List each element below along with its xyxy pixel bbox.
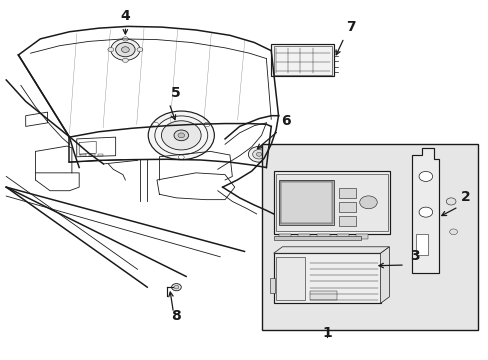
Bar: [276, 174, 387, 231]
Text: 4: 4: [120, 9, 130, 23]
Bar: [89, 154, 95, 156]
Circle shape: [111, 39, 140, 60]
Bar: [269, 278, 274, 293]
Circle shape: [137, 48, 142, 52]
Bar: [317, 234, 329, 239]
Circle shape: [122, 58, 128, 63]
Text: 6: 6: [281, 114, 290, 128]
Text: 5: 5: [170, 86, 180, 100]
Circle shape: [122, 37, 128, 41]
Text: 7: 7: [346, 20, 355, 34]
Text: 2: 2: [460, 190, 469, 204]
Circle shape: [203, 122, 209, 127]
Bar: [356, 234, 368, 239]
Bar: [339, 216, 356, 226]
Bar: [339, 188, 356, 198]
Circle shape: [161, 121, 201, 150]
Circle shape: [446, 198, 455, 205]
Bar: [336, 234, 348, 239]
Text: 3: 3: [409, 249, 419, 263]
Circle shape: [178, 155, 184, 159]
Circle shape: [174, 130, 188, 141]
Bar: [276, 257, 305, 300]
Bar: [273, 46, 331, 75]
Bar: [297, 234, 309, 239]
Circle shape: [121, 47, 129, 53]
Bar: [415, 234, 427, 255]
Polygon shape: [411, 148, 438, 273]
Bar: [273, 253, 380, 303]
Circle shape: [171, 284, 181, 291]
Bar: [281, 182, 331, 222]
Circle shape: [449, 229, 457, 235]
Circle shape: [418, 171, 432, 181]
Circle shape: [248, 147, 269, 162]
Bar: [273, 237, 361, 240]
Bar: [273, 171, 389, 234]
Bar: [280, 181, 332, 224]
Polygon shape: [380, 247, 388, 303]
Circle shape: [256, 152, 261, 156]
Bar: [98, 154, 103, 156]
Circle shape: [359, 196, 376, 209]
Circle shape: [108, 48, 114, 52]
Circle shape: [116, 42, 135, 57]
Bar: [261, 144, 477, 330]
Bar: [339, 202, 356, 212]
Circle shape: [174, 285, 179, 289]
Bar: [278, 180, 334, 225]
Circle shape: [148, 111, 214, 159]
Text: 8: 8: [171, 309, 181, 323]
Circle shape: [418, 207, 432, 217]
Text: 1: 1: [322, 326, 331, 340]
Circle shape: [252, 149, 265, 159]
Bar: [271, 44, 334, 76]
Circle shape: [152, 122, 158, 127]
Bar: [309, 292, 336, 300]
Polygon shape: [273, 247, 388, 253]
Bar: [278, 234, 290, 239]
Bar: [80, 154, 86, 156]
Circle shape: [178, 133, 184, 138]
